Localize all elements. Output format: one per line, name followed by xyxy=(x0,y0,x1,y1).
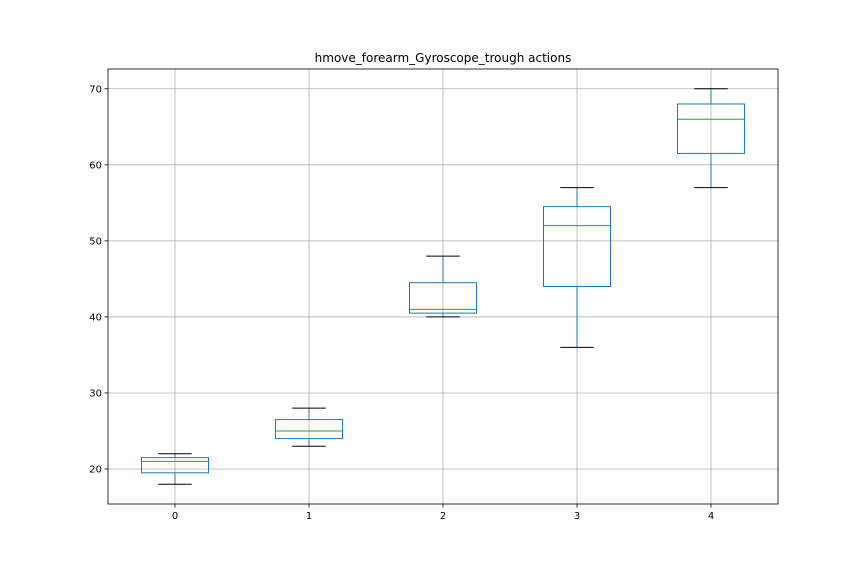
iqr-box xyxy=(543,206,611,288)
box-1 xyxy=(275,407,343,447)
iqr-box xyxy=(409,282,477,314)
y-tick-label: 60 xyxy=(89,160,102,171)
iqr-box xyxy=(141,457,209,474)
x-tick-label: 3 xyxy=(574,511,580,522)
x-tick-label: 1 xyxy=(306,511,312,522)
y-tick-label: 40 xyxy=(89,312,102,323)
box-3 xyxy=(543,187,611,348)
y-tick-label: 50 xyxy=(89,236,102,247)
box-series xyxy=(141,88,745,485)
box-0 xyxy=(141,453,209,485)
plot-frame xyxy=(107,68,779,505)
chart-title: hmove_forearm_Gyroscope_trough actions xyxy=(315,51,572,65)
y-tick-label: 30 xyxy=(89,388,102,399)
axes: 20 30 40 50 60 70 0 1 2 3 4 xyxy=(89,84,714,522)
y-tick-label: 20 xyxy=(89,465,102,476)
x-tick-label: 4 xyxy=(708,511,714,522)
grid-lines xyxy=(108,69,778,504)
y-tick-label: 70 xyxy=(89,84,102,95)
x-tick-label: 0 xyxy=(172,511,178,522)
iqr-box xyxy=(275,419,343,440)
iqr-box xyxy=(677,103,745,154)
x-tick-label: 2 xyxy=(440,511,446,522)
box-2 xyxy=(409,255,477,318)
box-4 xyxy=(677,88,745,189)
